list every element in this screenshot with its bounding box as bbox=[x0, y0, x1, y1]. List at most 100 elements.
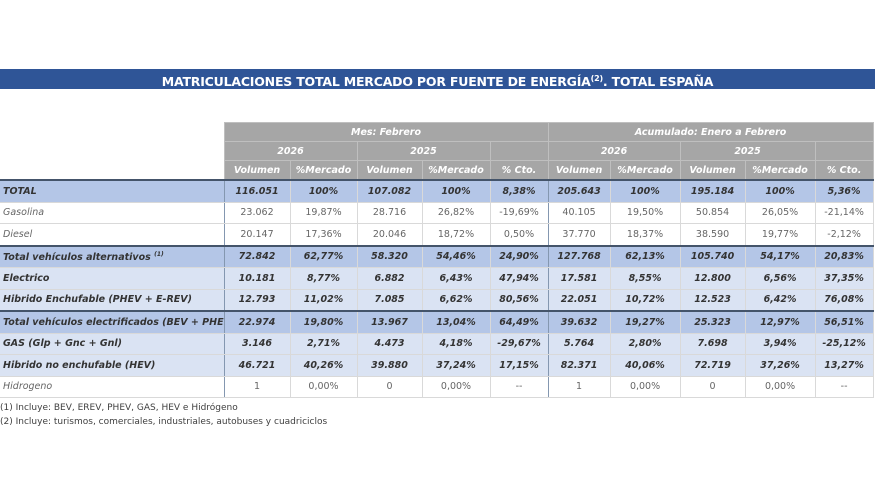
column-header: Volumen bbox=[356, 160, 423, 181]
cell: 40.105 bbox=[548, 202, 611, 224]
cell: 47,94% bbox=[490, 267, 549, 290]
cell: 0,00% bbox=[745, 376, 816, 398]
cell: 19,77% bbox=[745, 223, 816, 246]
cell: 3.146 bbox=[224, 333, 291, 355]
table-row: Total vehículos alternativos (1) 72.842 62… bbox=[0, 244, 874, 268]
table-row: Hibrido no enchufable (HEV) 46.721 40,26% 3… bbox=[0, 354, 874, 377]
cell: 40,26% bbox=[290, 354, 358, 377]
table-row: Gasolina 23.062 19,87% 28.716 26,82% -19,69% 4… bbox=[0, 202, 874, 224]
cell: 100% bbox=[745, 179, 816, 203]
cell: -- bbox=[490, 376, 549, 398]
page-title: MATRICULACIONES TOTAL MERCADO POR FUENTE… bbox=[0, 69, 875, 89]
cell: 12.523 bbox=[680, 289, 746, 312]
row-label: Hibrido Enchufable (PHEV + E-REV) bbox=[0, 289, 225, 312]
column-header: %Mercado bbox=[744, 160, 816, 181]
cell: 0,00% bbox=[610, 376, 681, 398]
registrations-table: Mes: Febrero Acumulado: Enero a Febrero 2… bbox=[0, 122, 874, 398]
cell: 8,38% bbox=[490, 179, 549, 203]
cell: 5.764 bbox=[548, 333, 611, 355]
cell: 37,35% bbox=[815, 267, 874, 290]
row-label: TOTAL bbox=[0, 179, 225, 203]
cell: 26,82% bbox=[422, 202, 491, 224]
cell: 62,77% bbox=[290, 244, 358, 268]
cell: 7.085 bbox=[357, 289, 423, 312]
cell: 195.184 bbox=[680, 179, 746, 203]
table-row: Electrico 10.181 8,77% 6.882 6,43% 47,94% 17.5… bbox=[0, 267, 874, 290]
cell: 76,08% bbox=[815, 289, 874, 312]
cell: 56,51% bbox=[815, 310, 874, 334]
cell: 1 bbox=[548, 376, 611, 398]
cell: 10,72% bbox=[610, 289, 681, 312]
row-label: Total vehículos alternativos (1) bbox=[0, 244, 225, 268]
cell: 46.721 bbox=[224, 354, 291, 377]
cell: 6,62% bbox=[422, 289, 491, 312]
year-header: 2025 bbox=[679, 141, 816, 161]
cell: 6,43% bbox=[422, 267, 491, 290]
cell: 12,97% bbox=[745, 310, 816, 334]
cell: 6,42% bbox=[745, 289, 816, 312]
cell: 5,36% bbox=[815, 179, 874, 203]
cell: 4.473 bbox=[357, 333, 423, 355]
cell: 37,26% bbox=[745, 354, 816, 377]
cell: 40,06% bbox=[610, 354, 681, 377]
cell: 105.740 bbox=[680, 244, 746, 268]
cell: 82.371 bbox=[548, 354, 611, 377]
cell: 20.147 bbox=[224, 223, 291, 246]
table-row: Hibrido Enchufable (PHEV + E-REV) 12.793 1… bbox=[0, 289, 874, 312]
cell: 23.062 bbox=[224, 202, 291, 224]
cell: 8,77% bbox=[290, 267, 358, 290]
cell: -21,14% bbox=[815, 202, 874, 224]
table-row: TOTAL 116.051 100% 107.082 100% 8,38% 205.643 1… bbox=[0, 179, 874, 203]
row-label: Total vehículos electrificados (BEV + PH… bbox=[0, 310, 225, 334]
cell: 8,55% bbox=[610, 267, 681, 290]
cell: 20,83% bbox=[815, 244, 874, 268]
cell: 6.882 bbox=[357, 267, 423, 290]
cell: 100% bbox=[610, 179, 681, 203]
table-row: Hidrogeno 1 0,00% 0 0,00% -- 1 0,00% 0 0,00% -- bbox=[0, 376, 874, 398]
cell: -25,12% bbox=[815, 333, 874, 355]
cell: 12.793 bbox=[224, 289, 291, 312]
cell: 0,00% bbox=[422, 376, 491, 398]
cell: 2,80% bbox=[610, 333, 681, 355]
row-label: Electrico bbox=[0, 267, 225, 290]
cell: 13,04% bbox=[422, 310, 491, 334]
cell: 2,71% bbox=[290, 333, 358, 355]
cell: 54,46% bbox=[422, 244, 491, 268]
cell: 58.320 bbox=[357, 244, 423, 268]
cell: 3,94% bbox=[745, 333, 816, 355]
cell: 28.716 bbox=[357, 202, 423, 224]
cell: 10.181 bbox=[224, 267, 291, 290]
column-header: Volumen bbox=[547, 160, 611, 181]
cell: 19,27% bbox=[610, 310, 681, 334]
cell: 39.880 bbox=[357, 354, 423, 377]
cell: 107.082 bbox=[357, 179, 423, 203]
cell: 4,18% bbox=[422, 333, 491, 355]
cell: 80,56% bbox=[490, 289, 549, 312]
cell: 20.046 bbox=[357, 223, 423, 246]
cell: 11,02% bbox=[290, 289, 358, 312]
month-header: Mes: Febrero bbox=[223, 122, 549, 142]
cell: 50.854 bbox=[680, 202, 746, 224]
cell: 19,50% bbox=[610, 202, 681, 224]
cell: 17,15% bbox=[490, 354, 549, 377]
cell: 37,24% bbox=[422, 354, 491, 377]
cell: 39.632 bbox=[548, 310, 611, 334]
cell: 62,13% bbox=[610, 244, 681, 268]
row-label: Hibrido no enchufable (HEV) bbox=[0, 354, 225, 377]
row-label: Diesel bbox=[0, 223, 225, 246]
table-row: GAS (Glp + Gnc + Gnl) 3.146 2,71% 4.473 4,18… bbox=[0, 333, 874, 355]
cumulative-header: Acumulado: Enero a Febrero bbox=[547, 122, 874, 142]
cell: 18,72% bbox=[422, 223, 491, 246]
cell: 18,37% bbox=[610, 223, 681, 246]
row-label: Gasolina bbox=[0, 202, 225, 224]
footnote-1: (1) Incluye: BEV, EREV, PHEV, GAS, HEV e… bbox=[0, 403, 238, 413]
cell: 54,17% bbox=[745, 244, 816, 268]
table-row: Total vehículos electrificados (BEV + PH… bbox=[0, 310, 874, 334]
row-label: Hidrogeno bbox=[0, 376, 225, 398]
year-header: 2026 bbox=[547, 141, 681, 161]
cell: -- bbox=[815, 376, 874, 398]
cell: 100% bbox=[290, 179, 358, 203]
row-label: GAS (Glp + Gnc + Gnl) bbox=[0, 333, 225, 355]
cell: 127.768 bbox=[548, 244, 611, 268]
cell: 22.051 bbox=[548, 289, 611, 312]
